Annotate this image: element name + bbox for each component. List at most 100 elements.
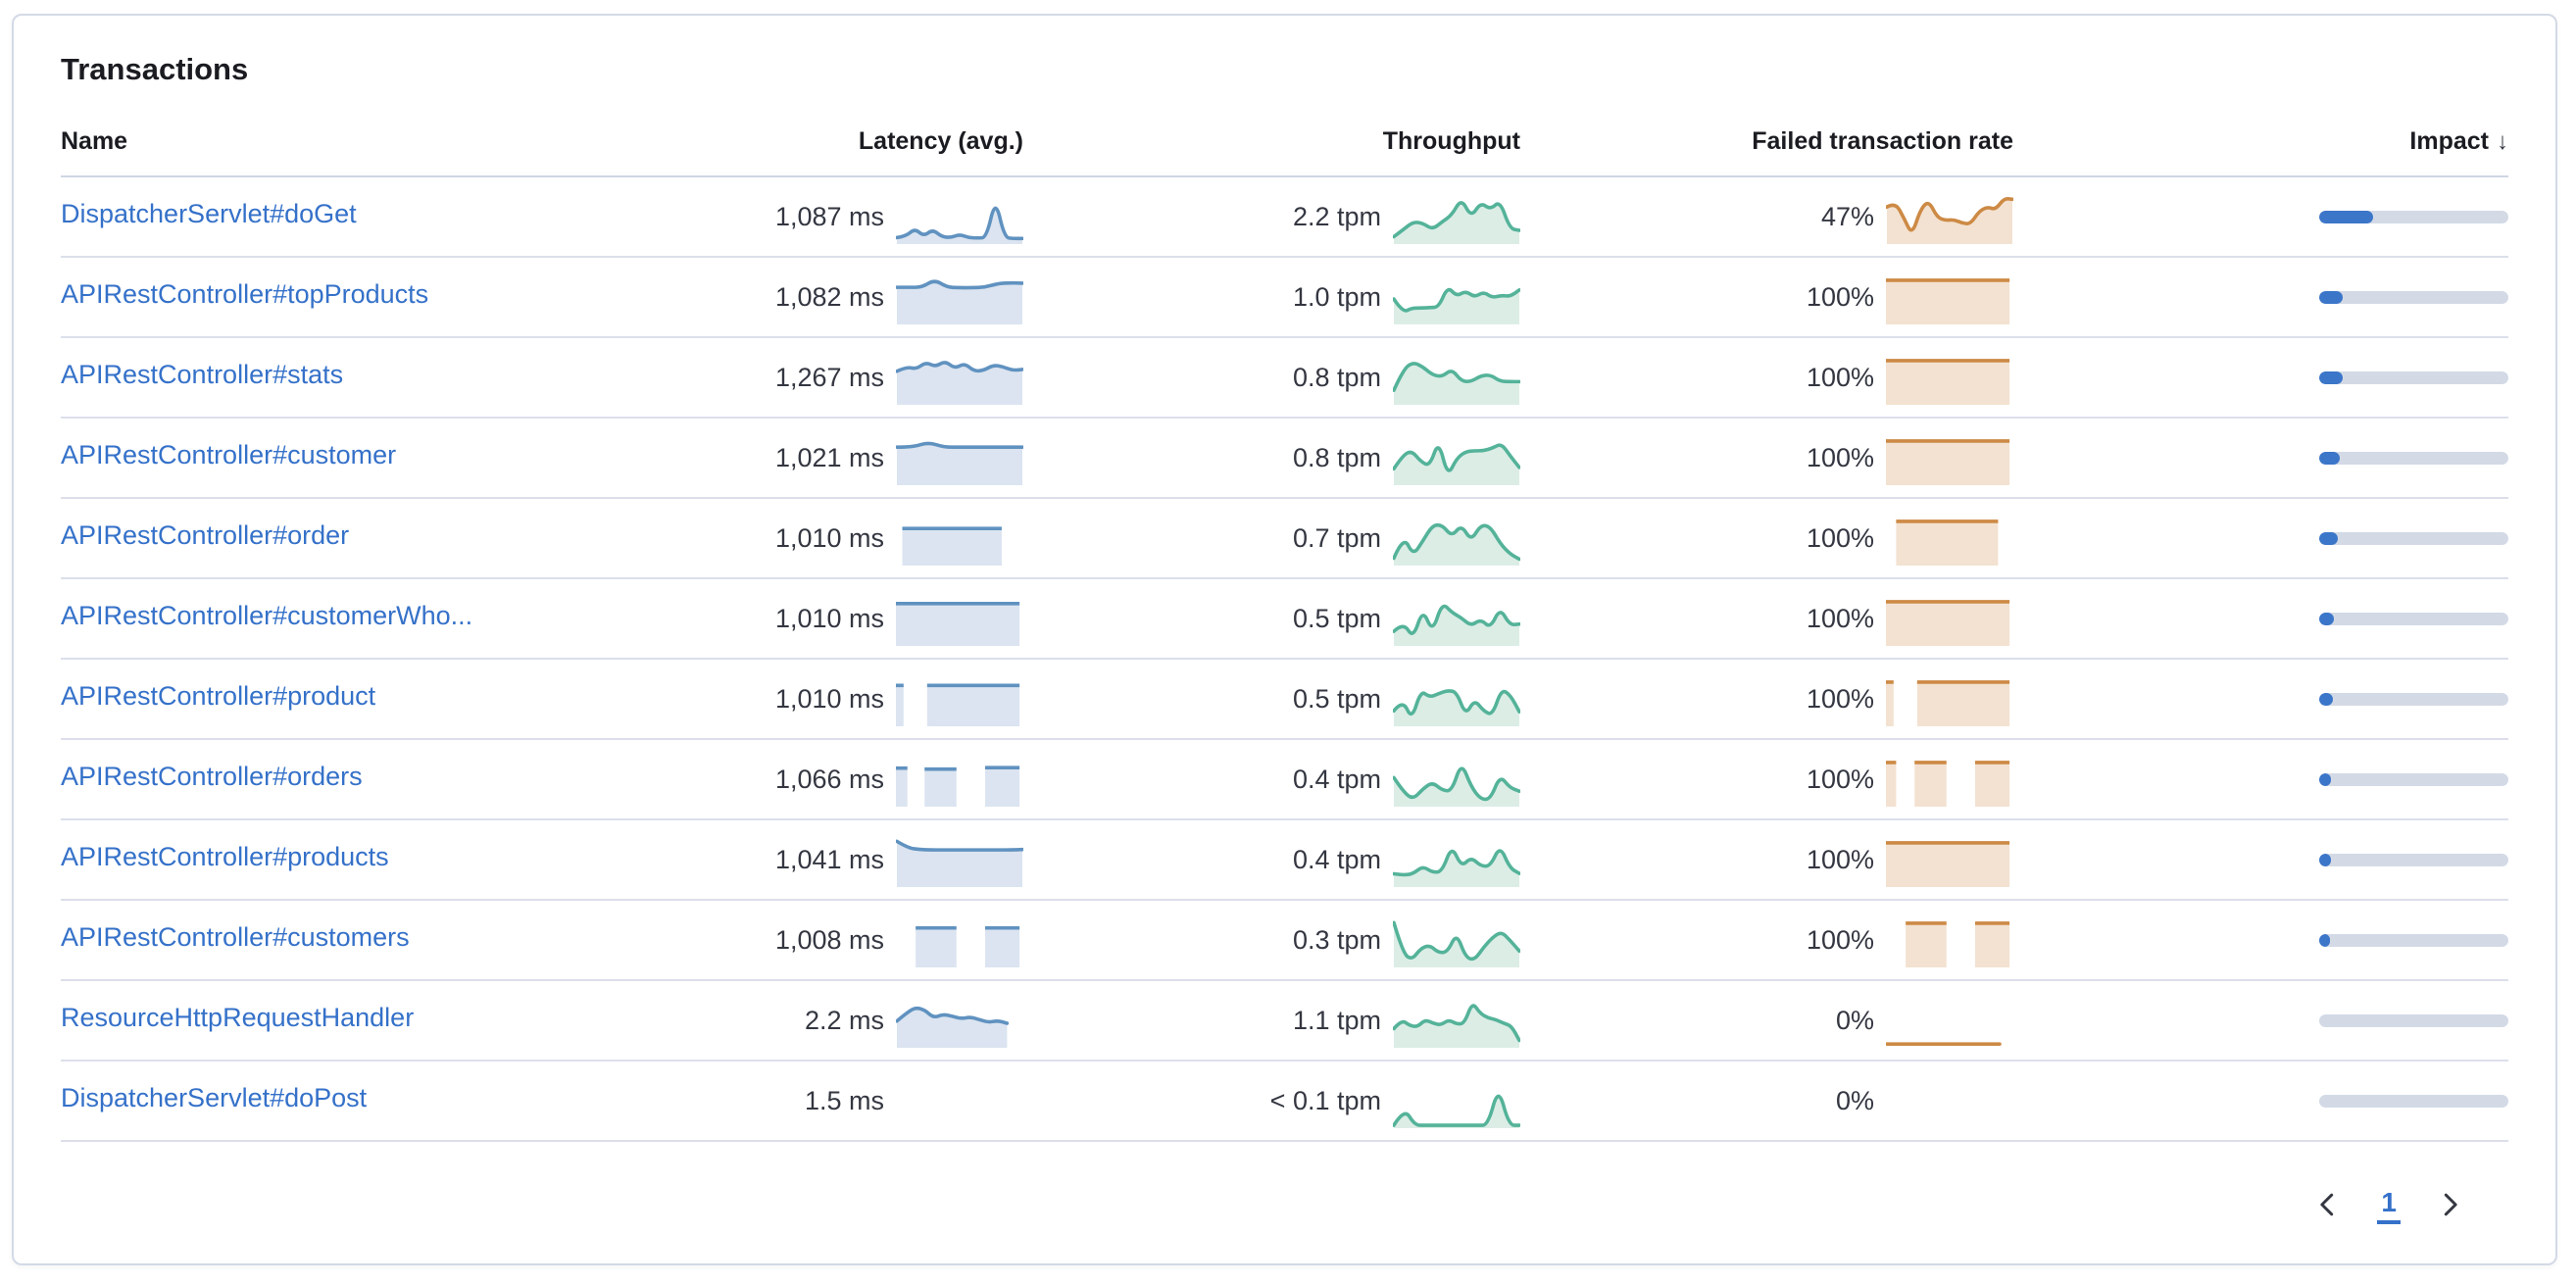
failed-rate-sparkline <box>1886 677 2013 727</box>
column-header-throughput[interactable]: Throughput <box>1382 126 1520 155</box>
latency-value: 1,021 ms <box>774 442 884 472</box>
transaction-name-link[interactable]: APIRestController#topProducts <box>61 279 429 310</box>
impact-bar-fill <box>2319 772 2332 786</box>
column-header-failed-rate[interactable]: Failed transaction rate <box>1752 126 2013 155</box>
table-row: APIRestController#stats 1,267 ms 0.8 tpm… <box>61 338 2508 420</box>
impact-bar <box>2319 772 2508 786</box>
impact-bar <box>2319 370 2508 384</box>
throughput-value: < 0.1 tpm <box>1269 1085 1381 1115</box>
latency-sparkline <box>896 918 1023 968</box>
table-row: ResourceHttpRequestHandler 2.2 ms 1.1 tp… <box>61 981 2508 1062</box>
impact-bar <box>2319 1013 2508 1027</box>
failed-rate-value: 100% <box>1806 281 1874 312</box>
failed-rate-sparkline <box>1886 356 2013 406</box>
transactions-card: Transactions Name Latency (avg.) Through… <box>12 14 2557 1265</box>
chevron-right-icon <box>2434 1189 2465 1223</box>
table-row: APIRestController#products 1,041 ms 0.4 … <box>61 820 2508 902</box>
table-row: DispatcherServlet#doPost 1.5 ms < 0.1 tp… <box>61 1062 2508 1143</box>
throughput-value: 1.0 tpm <box>1292 281 1381 312</box>
impact-bar <box>2319 853 2508 866</box>
failed-rate-value: 47% <box>1820 201 1874 231</box>
impact-bar-fill <box>2319 451 2341 465</box>
latency-sparkline <box>895 838 1024 888</box>
throughput-value: 0.4 tpm <box>1292 844 1381 874</box>
latency-value: 1,010 ms <box>774 603 884 633</box>
transaction-name-link[interactable]: APIRestController#order <box>61 520 350 551</box>
impact-bar-fill <box>2319 290 2344 304</box>
transaction-name-link[interactable]: APIRestController#customers <box>61 922 410 953</box>
page-title: Transactions <box>61 52 249 86</box>
table-row: APIRestController#orders 1,066 ms 0.4 tp… <box>61 740 2508 821</box>
transaction-name-link[interactable]: APIRestController#orders <box>61 762 363 792</box>
failed-rate-sparkline <box>1885 195 2014 245</box>
table-row: APIRestController#topProducts 1,082 ms 1… <box>61 258 2508 339</box>
failed-rate-sparkline <box>1886 838 2013 888</box>
column-header-impact[interactable]: Impact <box>2013 127 2508 156</box>
throughput-value: 0.4 tpm <box>1292 764 1381 794</box>
impact-bar <box>2319 210 2508 223</box>
table-row: APIRestController#customerWho... 1,010 m… <box>61 579 2508 661</box>
failed-rate-sparkline <box>1886 918 2013 968</box>
impact-bar <box>2319 451 2508 465</box>
throughput-sparkline <box>1392 597 1521 647</box>
transaction-name-link[interactable]: APIRestController#customerWho... <box>61 601 473 631</box>
throughput-sparkline <box>1392 758 1521 808</box>
impact-bar-fill <box>2319 692 2333 706</box>
throughput-sparkline <box>1392 838 1521 888</box>
throughput-sparkline <box>1392 195 1521 245</box>
impact-bar-fill <box>2319 933 2330 947</box>
latency-value: 1.5 ms <box>804 1085 884 1115</box>
impact-bar-fill <box>2319 531 2338 545</box>
failed-rate-value: 100% <box>1806 683 1874 714</box>
page-number-1[interactable]: 1 <box>2377 1187 2401 1224</box>
latency-sparkline <box>895 275 1024 325</box>
latency-sparkline <box>895 999 1023 1049</box>
transaction-name-link[interactable]: APIRestController#product <box>61 681 376 712</box>
transaction-name-link[interactable]: APIRestController#products <box>61 842 389 872</box>
throughput-value: 1.1 tpm <box>1292 1005 1381 1035</box>
impact-bar <box>2319 1094 2508 1108</box>
impact-bar-fill <box>2319 210 2373 223</box>
transaction-name-link[interactable]: DispatcherServlet#doGet <box>61 199 357 229</box>
failed-rate-value: 0% <box>1835 1005 1874 1035</box>
throughput-value: 0.5 tpm <box>1292 603 1381 633</box>
column-header-name[interactable]: Name <box>61 126 128 155</box>
next-page-button[interactable] <box>2430 1186 2469 1225</box>
latency-value: 2.2 ms <box>804 1005 884 1035</box>
column-header-latency[interactable]: Latency (avg.) <box>858 126 1023 155</box>
failed-rate-value: 100% <box>1806 522 1874 553</box>
impact-bar <box>2319 531 2508 545</box>
latency-sparkline <box>896 677 1023 727</box>
latency-sparkline <box>896 758 1023 808</box>
throughput-value: 0.3 tpm <box>1292 924 1381 955</box>
table-body: DispatcherServlet#doGet 1,087 ms 2.2 tpm… <box>61 177 2508 1143</box>
pagination: 1 <box>61 1142 2508 1259</box>
impact-bar-fill <box>2319 853 2331 866</box>
impact-bar-fill <box>2319 612 2335 625</box>
table-row: APIRestController#product 1,010 ms 0.5 t… <box>61 660 2508 741</box>
transaction-name-link[interactable]: ResourceHttpRequestHandler <box>61 1003 415 1033</box>
failed-rate-sparkline <box>1885 999 2013 1048</box>
throughput-sparkline <box>1392 517 1521 567</box>
throughput-sparkline <box>1392 677 1521 727</box>
failed-rate-sparkline <box>1886 275 2013 325</box>
failed-rate-value: 100% <box>1806 603 1874 633</box>
table-row: APIRestController#customers 1,008 ms 0.3… <box>61 901 2508 982</box>
failed-rate-value: 100% <box>1806 362 1874 392</box>
throughput-value: 0.7 tpm <box>1292 522 1381 553</box>
latency-sparkline <box>895 195 1024 245</box>
transaction-name-link[interactable]: APIRestController#customer <box>61 440 397 470</box>
transaction-name-link[interactable]: DispatcherServlet#doPost <box>61 1083 368 1113</box>
previous-page-button[interactable] <box>2308 1186 2348 1225</box>
latency-sparkline <box>896 597 1023 647</box>
failed-rate-sparkline <box>1886 597 2013 647</box>
impact-bar <box>2319 933 2508 947</box>
impact-bar <box>2319 612 2508 625</box>
throughput-value: 0.5 tpm <box>1292 683 1381 714</box>
failed-rate-value: 0% <box>1835 1085 1874 1115</box>
latency-value: 1,066 ms <box>774 764 884 794</box>
transaction-name-link[interactable]: APIRestController#stats <box>61 360 344 390</box>
throughput-value: 0.8 tpm <box>1292 362 1381 392</box>
failed-rate-value: 100% <box>1806 924 1874 955</box>
